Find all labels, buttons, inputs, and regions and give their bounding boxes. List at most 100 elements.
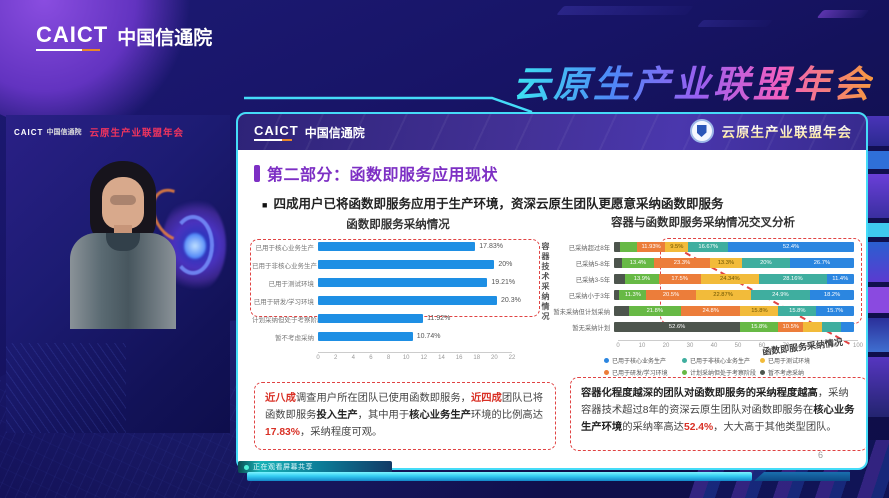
chart1-axis-tick: 10 <box>402 355 410 361</box>
insight-text-segment: ，大大高于其他类型团队。 <box>713 422 837 434</box>
legend-dot-icon <box>604 370 609 375</box>
chart1-category-label: 已用于测试环境 <box>268 280 315 288</box>
share-caption: 正在观看屏幕共享 <box>253 464 313 471</box>
chart2-segment-label: 13.3% <box>717 260 735 266</box>
chart1-axis-tick: 16 <box>455 355 463 361</box>
section-title-row: 第二部分：函数即服务应用现状 <box>254 161 498 185</box>
chart2-segment: 11.3% <box>619 290 647 300</box>
chart2-segment-label: 18.2% <box>823 292 841 298</box>
chart1-axis-tick: 22 <box>508 355 516 361</box>
chart1-category-label: 已用于研发/学习环境 <box>253 298 314 306</box>
slide-page-number: 6 <box>818 450 824 460</box>
chart2-segment: 24.34% <box>700 274 760 284</box>
chart1-bar-row: 暂不考虑采纳 10.74% <box>252 332 544 342</box>
chart2-y-axis-title: 容器技术采纳情况 <box>541 242 550 322</box>
chart2-x-axis-note: 函数即服务采纳情况 <box>761 337 844 357</box>
chart2-category-label: 已采纳小于3年 <box>568 292 610 300</box>
insight-text-segment: 的采纳率高达 <box>622 422 684 434</box>
chart1-bar-track: 20.3% <box>318 296 521 305</box>
chart1-bars: 已用于核心业务生产 17.83% 已用于非核心业务生产 20% 已用于测试环境 19.21… <box>252 242 544 342</box>
chart2-axis-tick: 80 <box>806 343 814 349</box>
insight-box-right: 容器化程度越深的团队对函数即服务的采纳程度越高，采纳容器技术超过8年的资深云原生… <box>570 377 866 451</box>
chart1-bar <box>318 314 424 323</box>
chart2-legend-item: 暂不考虑采纳 <box>760 368 838 377</box>
chart2-segment: 24.8% <box>680 306 741 316</box>
chart1-bar-row: 已用于核心业务生产 17.83% <box>252 242 544 252</box>
legend-dot-icon <box>682 370 687 375</box>
chart2-segment-label: 13.4% <box>629 260 647 266</box>
chart2-bar-track: 13.4% 23.3% 13.3% 20% 26.7% <box>614 258 854 268</box>
chart1-value-label: 17.83% <box>479 243 503 250</box>
chart2-segment: 15.8% <box>740 306 779 316</box>
chart2-legend-item: 计划采纳但处于考察阶段 <box>682 368 760 377</box>
chart2-axis-tick: 90 <box>830 343 838 349</box>
chart2-segment: 18.2% <box>810 290 854 300</box>
chart2-segment: 23.3% <box>654 258 710 268</box>
chart2-bar-row: 暂未采纳但计划采纳 21.8% 24.8% 15.8% 15.8% 15.7% <box>552 306 854 316</box>
streak-decor <box>556 6 694 15</box>
chart1-category-label: 暂不考虑采纳 <box>275 334 314 342</box>
chart2-segment-label: 20.5% <box>662 292 680 298</box>
chart1-value-label: 20.3% <box>501 297 521 304</box>
chart2-axis-tick: 70 <box>782 343 790 349</box>
chart2-segment: 22.87% <box>695 290 751 300</box>
share-indicator-icon <box>244 464 249 470</box>
chart2-axis-tick: 50 <box>734 343 742 349</box>
key-finding-bullet: ■ 四成用户已将函数即服务应用于生产环境，资深云原生团队更愿意采纳函数即服务 <box>262 197 724 211</box>
chart1-axis-tick: 0 <box>316 355 320 361</box>
chart2-category-label: 已采纳3-5年 <box>575 276 610 284</box>
chart2-segment: 26.7% <box>789 258 854 268</box>
chart2-segment-label: 24.9% <box>772 292 789 298</box>
presenter-video: CAICT 中国信通院 云原生产业联盟年会 <box>6 115 230 433</box>
chart2-bars: 已采纳超过8年 11.93% 9.5% 16.67% 52.4% 已采纳5-8年 13.4%… <box>552 242 854 332</box>
chart1-value-label: 11.92% <box>427 315 451 322</box>
insight-text-segment: 17.83% <box>265 427 300 439</box>
chart2-legend-item: 已用于核心业务生产 <box>604 356 682 365</box>
slide-event-title: 云原生产业联盟年会 <box>722 121 853 141</box>
presenter-face-shadow <box>110 195 136 205</box>
chart2-segment-label: 20% <box>760 260 772 266</box>
streak-decor <box>697 20 773 27</box>
video-event-title: 云原生产业联盟年会 <box>89 128 184 139</box>
chart2-segment-label: 15.7% <box>826 308 844 314</box>
chart1-category-label: 已用于非核心业务生产 <box>252 262 317 270</box>
chart2-bar-track: 11.3% 20.5% 22.87% 24.9% 18.2% <box>614 290 854 300</box>
chart2-segment: 13.4% <box>621 258 655 268</box>
chart1-bar-track: 11.92% <box>318 314 512 323</box>
chart2-segment <box>614 242 620 252</box>
section-accent-bar <box>254 164 260 182</box>
insight-text-segment: 调查用户所在团队已使用函数即服务， <box>295 393 471 404</box>
chart1-axis-tick: 20 <box>491 355 498 361</box>
slide-header: CAICT 中国信通院 云原生产业联盟年会 <box>238 114 866 150</box>
event-title: 云原生产业联盟年会 <box>513 54 873 108</box>
chart2-segment <box>619 242 637 252</box>
chart2-legend-item: 已用于测试环境 <box>760 356 838 365</box>
chart1-category-label: 计划采纳但处于考察阶段 <box>252 316 324 324</box>
chart2-segment-label: 15.8% <box>750 324 768 330</box>
chart1-x-axis: 0 2 4 6 8 10 12 14 16 18 20 22 <box>316 352 515 362</box>
slide-caict-logo: CAICT 中国信通院 <box>254 123 365 141</box>
insight-text-segment: 52.4% <box>683 422 714 434</box>
chart2-segment <box>614 290 620 300</box>
chart1-bar-row: 已用于测试环境 19.21% <box>252 278 544 288</box>
chart2-axis-tick: 40 <box>710 343 718 349</box>
chart2-segment: 20.5% <box>646 290 696 300</box>
chart2-axis-tick: 0 <box>616 343 620 349</box>
chart2-segment-label: 10.5% <box>782 324 799 330</box>
chart2-segment-label: 28.16% <box>782 276 803 282</box>
shared-slide: CAICT 中国信通院 云原生产业联盟年会 第二部分：函数即服务应用现状 ■ 四成… <box>236 112 868 470</box>
chart2-segment-label: 9.5% <box>670 244 684 250</box>
chart2-segment <box>803 322 823 332</box>
chart2-segment-label: 11.3% <box>624 292 641 298</box>
chart2-segment: 11.4% <box>826 274 854 284</box>
insight-text-segment: ，采纳容器技术超过8年的资深云原生团队对函数即服务在 <box>581 388 849 417</box>
presenter-face <box>102 177 144 229</box>
chart1-axis-tick: 12 <box>420 355 428 361</box>
chart2-category-label: 暂无采纳计划 <box>572 324 610 332</box>
chart2-segment-label: 15.8% <box>789 308 806 314</box>
section-title: 第二部分：函数即服务应用现状 <box>267 167 499 184</box>
legend-label: 已用于研发/学习环境 <box>612 371 668 377</box>
bullet-square-icon: ■ <box>262 200 268 210</box>
chart1-axis-tick: 4 <box>351 355 355 361</box>
chart2-legend-item: 已用于研发/学习环境 <box>604 368 682 377</box>
